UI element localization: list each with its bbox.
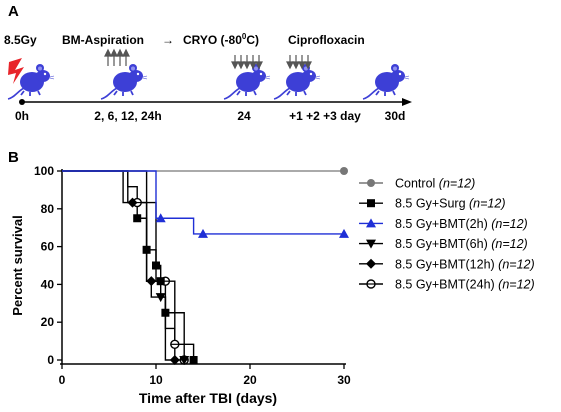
panel-a-label: A xyxy=(8,3,19,20)
down-arrow-icon xyxy=(231,55,263,70)
timepoint-30d: 30d xyxy=(385,109,406,123)
y-tick-label: 0 xyxy=(47,353,54,367)
legend-marker-3 xyxy=(366,239,376,249)
legend-label-1: 8.5 Gy+Surg (n=12) xyxy=(395,197,505,211)
timepoint-aspiration: 2, 6, 12, 24h xyxy=(94,109,161,123)
data-point-0 xyxy=(340,167,348,175)
data-point-2 xyxy=(155,213,166,223)
arrow-glyph: → xyxy=(162,33,174,47)
data-point-4 xyxy=(127,197,138,208)
legend-label-2: 8.5 Gy+BMT(2h) (n=12) xyxy=(395,217,528,231)
series-line-2 xyxy=(62,170,344,235)
y-tick-label: 100 xyxy=(34,164,54,178)
chart-legend: Control (n=12)8.5 Gy+Surg (n=12)8.5 Gy+B… xyxy=(359,177,535,292)
y-tick-label: 20 xyxy=(41,315,55,329)
data-point-3 xyxy=(155,293,166,303)
data-point-2 xyxy=(198,228,208,238)
y-tick-label: 40 xyxy=(41,277,55,291)
legend-marker-4 xyxy=(366,258,376,269)
mouse-icon xyxy=(100,63,148,100)
legend-n: (n=12) xyxy=(491,217,527,231)
timepoint-24: 24 xyxy=(237,109,251,123)
legend-marker-0 xyxy=(367,179,375,187)
legend-name: 8.5 Gy+BMT(12h) xyxy=(395,257,498,271)
dose-label: 8.5Gy xyxy=(4,33,37,47)
down-arrow-icon xyxy=(286,55,312,70)
timeline-start xyxy=(19,99,25,105)
legend-name: 8.5 Gy+BMT(6h) xyxy=(395,237,491,251)
data-point-2 xyxy=(339,228,349,238)
legend-label-3: 8.5 Gy+BMT(6h) (n=12) xyxy=(395,237,528,251)
legend-name: 8.5 Gy+BMT(24h) xyxy=(395,278,498,292)
legend-marker-2 xyxy=(366,218,376,228)
legend-name: 8.5 Gy+BMT(2h) xyxy=(395,217,491,231)
bm-aspiration-label: BM-Aspiration xyxy=(62,33,144,47)
data-point-1 xyxy=(133,214,142,223)
legend-n: (n=12) xyxy=(498,278,534,292)
data-point-1 xyxy=(189,356,198,364)
series-line-3 xyxy=(62,170,185,361)
legend-name: Control xyxy=(395,177,439,191)
legend-label-0: Control (n=12) xyxy=(395,177,475,191)
legend-n: (n=12) xyxy=(469,197,505,211)
x-tick-label: 0 xyxy=(59,373,66,387)
lightning-icon xyxy=(8,58,24,84)
legend-marker-5 xyxy=(366,279,376,289)
cryo-label: CRYO (-800C) xyxy=(183,32,259,47)
y-tick-label: 80 xyxy=(41,202,55,216)
y-tick-label: 60 xyxy=(41,240,55,254)
data-point-1 xyxy=(142,245,151,254)
legend-marker-1 xyxy=(367,199,375,208)
data-point-1 xyxy=(152,261,160,270)
legend-n: (n=12) xyxy=(491,237,527,251)
data-point-5 xyxy=(170,339,180,350)
up-arrow-icon xyxy=(104,48,130,66)
x-tick-label: 20 xyxy=(243,373,257,387)
panel-b-label: B xyxy=(8,149,19,166)
ciprofloxacin-label: Ciprofloxacin xyxy=(288,33,365,47)
mouse-icon xyxy=(362,63,410,100)
y-axis-label: Percent survival xyxy=(10,215,25,315)
timepoint-0h: 0h xyxy=(15,109,29,123)
x-tick-label: 10 xyxy=(149,373,163,387)
data-point-1 xyxy=(156,277,165,286)
data-point-4 xyxy=(169,355,180,365)
data-point-3 xyxy=(179,356,190,365)
legend-n: (n=12) xyxy=(439,177,475,191)
timepoint-cipro-days: +1 +2 +3 day xyxy=(289,109,361,123)
mouse-icon xyxy=(273,63,321,100)
timeline-arrowhead xyxy=(402,98,412,106)
survival-chart: 0 20 40 60 80 100 0 10 20 30 Time after TBI (days)… xyxy=(10,164,351,406)
x-axis-label: Time after TBI (days) xyxy=(139,390,277,406)
data-point-4 xyxy=(146,276,157,287)
data-point-1 xyxy=(161,308,170,317)
x-tick-label: 30 xyxy=(337,373,351,387)
legend-n: (n=12) xyxy=(498,257,534,271)
legend-name: 8.5 Gy+Surg xyxy=(395,197,469,211)
legend-label-4: 8.5 Gy+BMT(12h) (n=12) xyxy=(395,257,535,271)
legend-label-5: 8.5 Gy+BMT(24h) (n=12) xyxy=(395,278,535,292)
